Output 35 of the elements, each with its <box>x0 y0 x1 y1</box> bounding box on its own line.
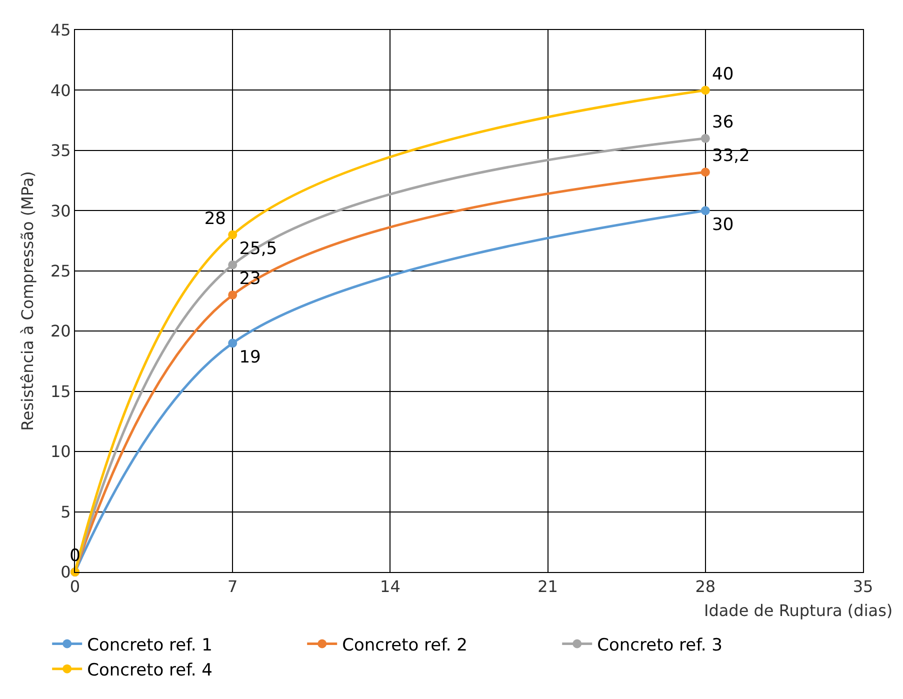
data-label: 40 <box>712 64 734 84</box>
y-tick-label: 30 <box>50 201 71 220</box>
point <box>700 168 710 177</box>
data-label: 25,5 <box>239 238 278 259</box>
point <box>700 134 710 143</box>
y-tick-label: 45 <box>50 20 71 40</box>
y-tick-label: 25 <box>50 261 71 280</box>
point <box>228 290 238 300</box>
legend-label: Concreto ref. 2 <box>342 635 468 656</box>
x-tick-label: 28 <box>695 577 716 596</box>
x-tick-label: 7 <box>228 577 238 596</box>
point <box>700 206 710 216</box>
y-tick-label: 5 <box>60 502 71 522</box>
legend-label: Concreto ref. 3 <box>597 635 722 656</box>
data-label: 19 <box>239 348 261 368</box>
x-axis-title: Idade de Ruptura (dias) <box>704 601 893 620</box>
data-label: 28 <box>204 208 226 229</box>
y-tick-label: 10 <box>50 442 71 462</box>
data-label: 30 <box>712 215 734 236</box>
x-tick-label: 14 <box>380 577 400 596</box>
point <box>228 260 238 270</box>
y-tick-label: 35 <box>50 141 71 160</box>
y-tick-label: 0 <box>60 562 71 582</box>
point <box>228 230 238 240</box>
point <box>228 338 238 348</box>
data-label: 36 <box>712 112 734 133</box>
y-axis-title: Resistência à Compressão (MPa) <box>18 171 37 431</box>
legend-label: Concreto ref. 1 <box>87 635 212 656</box>
y-tick-label: 15 <box>50 382 71 401</box>
y-tick-label: 20 <box>50 322 71 341</box>
point <box>700 86 710 95</box>
x-tick-label: 35 <box>852 577 874 596</box>
y-tick-label: 40 <box>50 80 71 100</box>
x-tick-label: 21 <box>538 577 558 596</box>
legend-label: Concreto ref. 4 <box>87 660 212 680</box>
